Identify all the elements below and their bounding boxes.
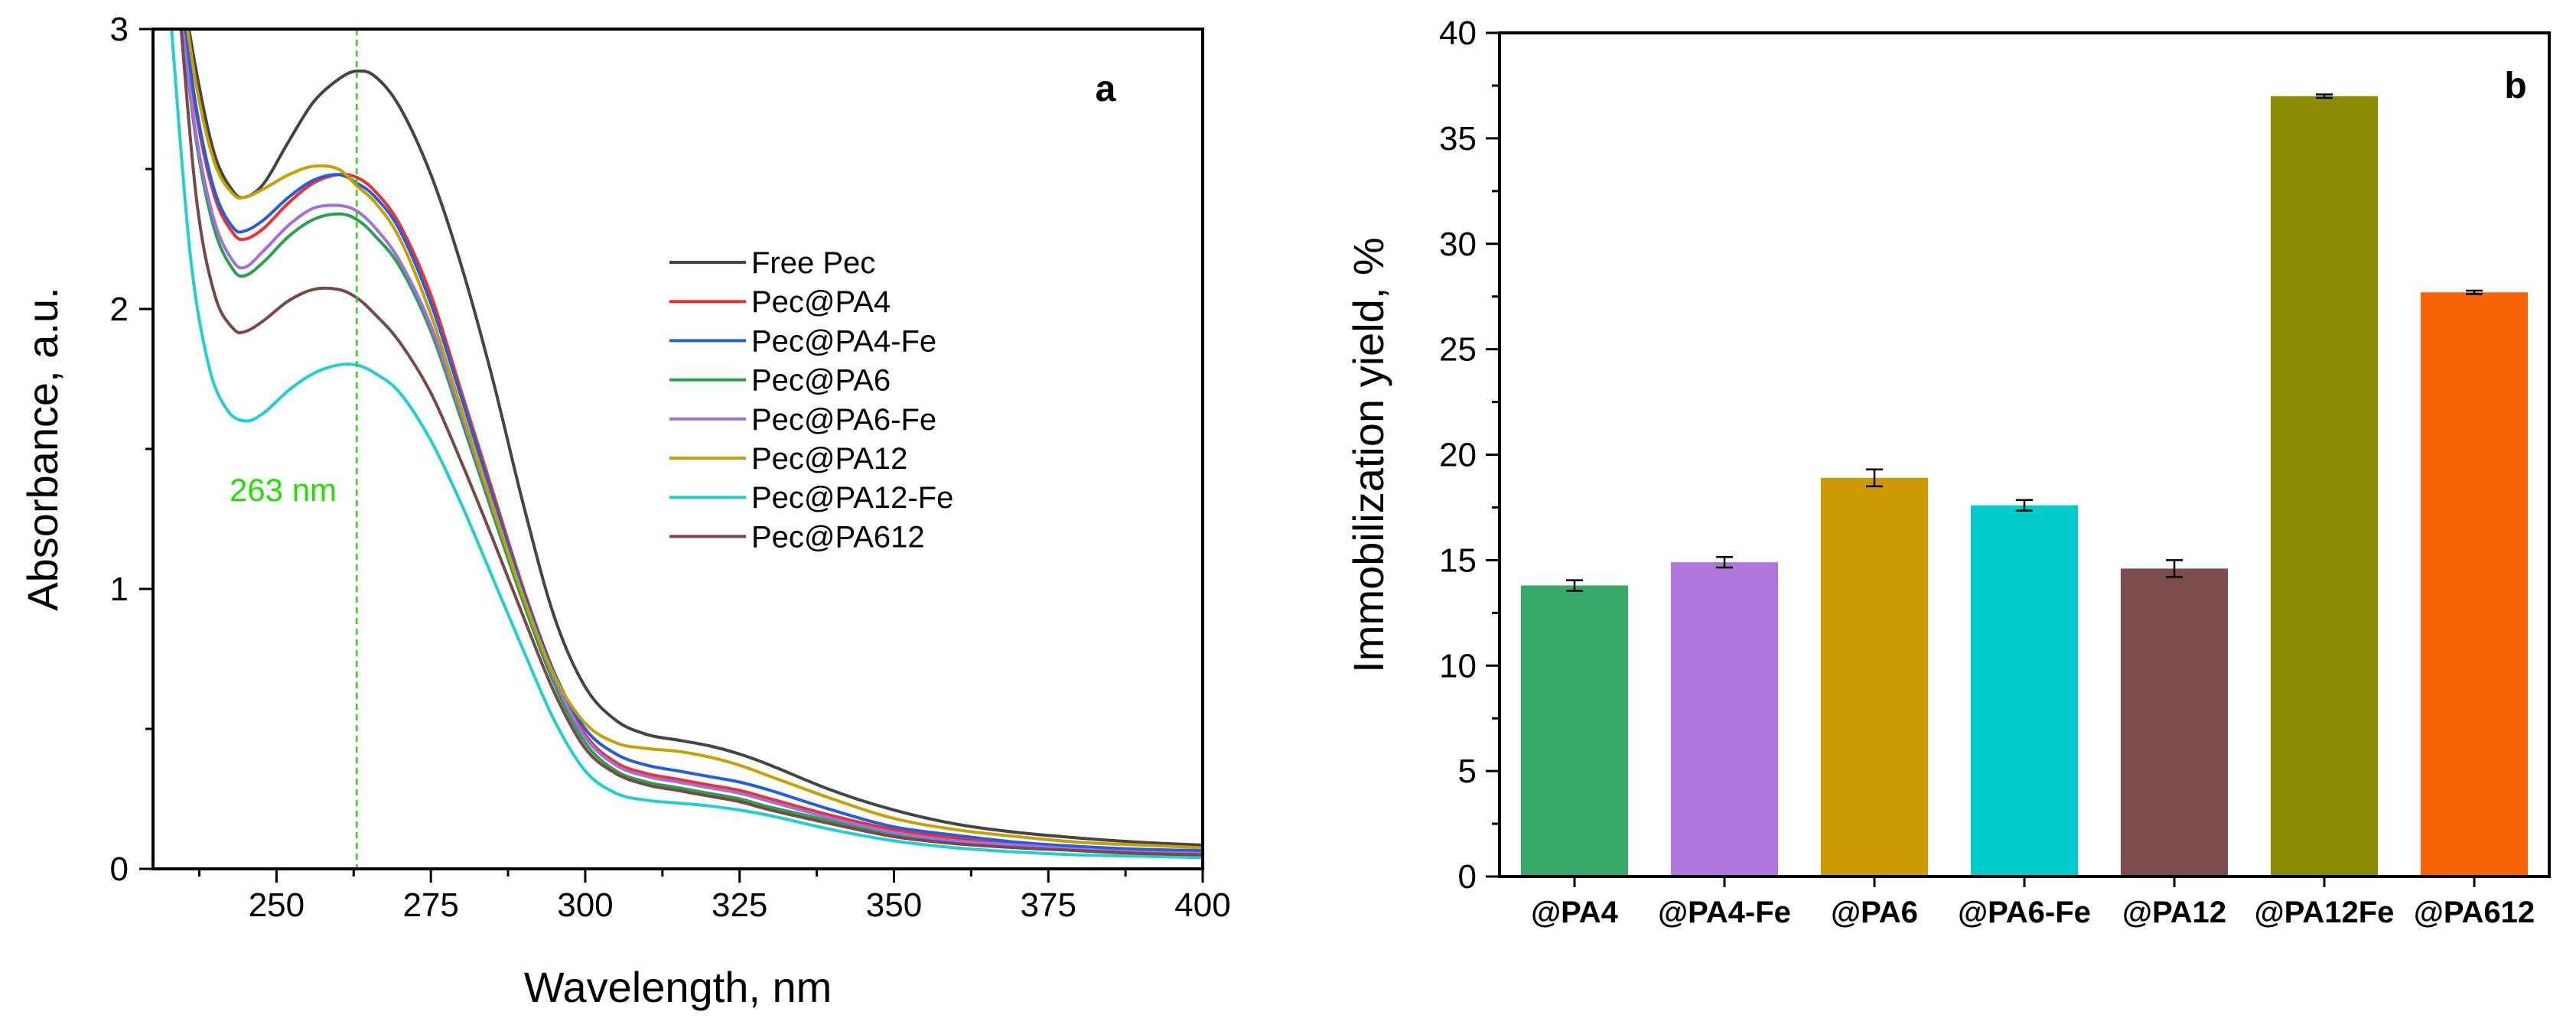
x-tick-label-a-3: 325 [712, 886, 767, 924]
category-label-2: @PA6 [1831, 896, 1918, 929]
y-axis-label-a: Absorbance, a.u. [18, 287, 67, 610]
bar-2 [1820, 477, 1928, 877]
legend-label-5: Pec@PA12 [751, 442, 907, 476]
y-axis-label-b: Immobilization yield, % [1344, 237, 1392, 673]
series-line-7 [179, 29, 1203, 857]
x-axis-label-a: Wavelength, nm [524, 963, 832, 1011]
x-tick-label-a-6: 400 [1174, 886, 1230, 924]
panel-b-immobilization-chart: @PA4 @PA4-Fe @PA6 @PA6-Fe @PA12 @PA12Fe @PA612… [1344, 15, 2551, 929]
y-tick-label-a-2: 2 [110, 291, 129, 328]
series-line-1 [183, 29, 1203, 854]
bar-1 [1670, 562, 1778, 877]
peak-annotation-label: 263 nm [230, 472, 337, 508]
legend-label-3: Pec@PA6 [751, 364, 891, 398]
legend-label-7: Pec@PA612 [751, 520, 925, 554]
axis-ticks-a: 250 275 300 325 350 375 400 0 1 2 3 [110, 11, 1231, 924]
bar-4 [2120, 568, 2228, 877]
y-tick-label-a-3: 3 [110, 11, 129, 48]
bar-3 [1970, 505, 2078, 877]
y-tick-label-b-5: 25 [1439, 331, 1477, 369]
bar-0 [1520, 585, 1628, 877]
legend-a: Free Pec Pec@PA4 Pec@PA4-Fe Pec@PA6 Pec@PA6-… [669, 246, 953, 554]
y-tick-label-b-2: 10 [1439, 647, 1477, 685]
axis-ticks-b: @PA4 @PA4-Fe @PA6 @PA6-Fe @PA12 @PA12Fe @PA612… [1439, 15, 2535, 929]
y-tick-label-b-0: 0 [1458, 858, 1477, 896]
category-label-0: @PA4 [1531, 896, 1619, 929]
series-line-3 [181, 29, 1203, 857]
legend-label-0: Free Pec [751, 246, 875, 280]
x-tick-label-a-2: 300 [557, 886, 613, 924]
x-tick-label-a-4: 350 [866, 886, 922, 924]
series-line-4 [181, 29, 1203, 855]
immobilization-bars [1520, 93, 2528, 877]
category-label-3: @PA6-Fe [1958, 896, 2091, 929]
y-tick-label-b-4: 20 [1439, 437, 1477, 474]
legend-label-6: Pec@PA12-Fe [751, 481, 953, 515]
x-tick-label-a-1: 275 [402, 886, 458, 924]
y-tick-label-b-8: 40 [1439, 15, 1477, 52]
panel-a-absorbance-chart: 250 275 300 325 350 375 400 0 1 2 3 263 nm a Wavel… [18, 11, 1231, 1011]
series-line-6 [170, 29, 1203, 860]
legend-label-1: Pec@PA4 [751, 285, 891, 319]
plot-frame-a [151, 28, 1204, 870]
y-tick-label-a-0: 0 [110, 850, 129, 888]
x-tick-label-a-5: 375 [1021, 886, 1076, 924]
bar-5 [2270, 96, 2378, 877]
bar-6 [2420, 292, 2528, 877]
y-tick-label-b-6: 30 [1439, 226, 1477, 263]
legend-label-2: Pec@PA4-Fe [751, 324, 936, 358]
series-line-0 [187, 29, 1203, 847]
y-tick-label-b-1: 5 [1458, 753, 1477, 790]
legend-label-4: Pec@PA6-Fe [751, 403, 936, 437]
y-tick-label-b-3: 15 [1439, 542, 1477, 579]
panel-b-tag: b [2504, 66, 2526, 106]
category-label-4: @PA12 [2122, 896, 2226, 929]
category-label-1: @PA4-Fe [1658, 896, 1791, 929]
y-tick-label-a-1: 1 [110, 571, 129, 608]
category-label-5: @PA12Fe [2255, 896, 2395, 929]
panel-a-tag: a [1096, 69, 1116, 109]
category-label-6: @PA612 [2414, 896, 2535, 929]
y-tick-label-b-7: 35 [1439, 120, 1477, 158]
x-tick-label-a-0: 250 [249, 886, 304, 924]
series-line-5 [186, 29, 1203, 850]
series-line-2 [183, 29, 1203, 853]
absorbance-series-lines [170, 29, 1203, 860]
